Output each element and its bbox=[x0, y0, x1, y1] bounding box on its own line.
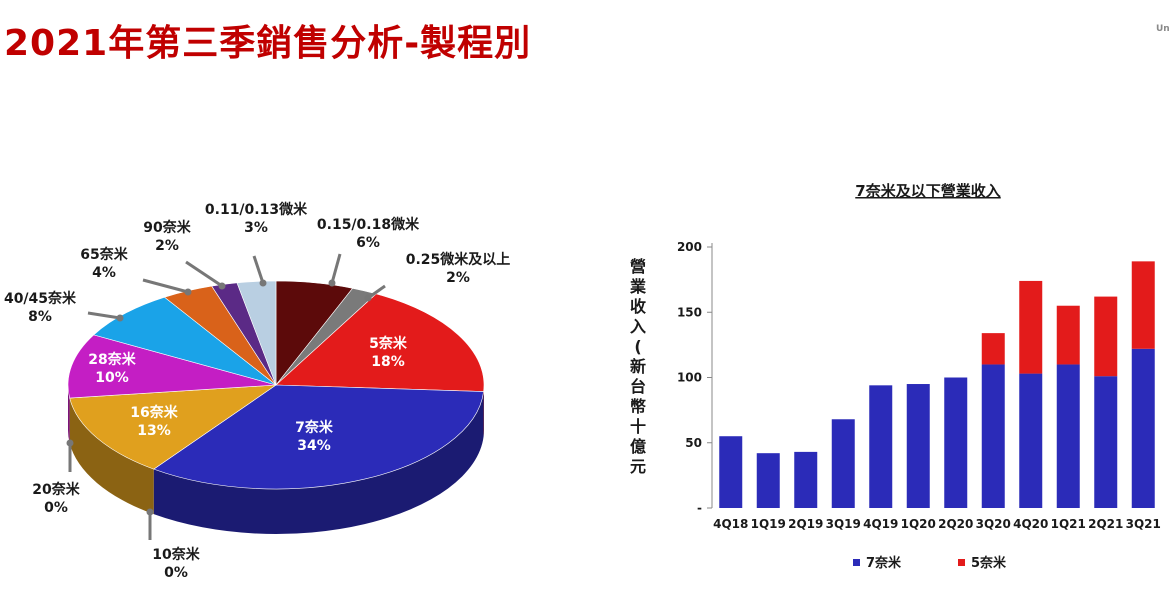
pie-label-percent: 0% bbox=[44, 500, 68, 516]
pie-label-percent: 2% bbox=[155, 238, 179, 254]
bar-chart-title: 7奈米及以下營業收入 bbox=[855, 182, 1000, 200]
bar-7奈米-1Q20 bbox=[906, 384, 930, 508]
pie-slice-7奈米 bbox=[153, 384, 484, 490]
pie-slice-16奈米 bbox=[69, 384, 278, 470]
bar-7奈米-2Q20 bbox=[944, 377, 968, 508]
bar-5奈米-3Q21 bbox=[1131, 261, 1155, 349]
legend-swatch bbox=[853, 559, 860, 566]
bar-y-tick-label: 100 bbox=[677, 371, 702, 385]
pie-leader-dot bbox=[259, 279, 267, 287]
pie-label-name: 0.11/0.13微米 bbox=[205, 201, 308, 218]
bar-7奈米-4Q20 bbox=[1019, 373, 1043, 508]
bar-7奈米-3Q19 bbox=[831, 419, 855, 508]
pie-label-percent: 13% bbox=[137, 423, 171, 439]
bar-x-tick-label: 1Q19 bbox=[751, 517, 786, 531]
bar-5奈米-3Q20 bbox=[981, 333, 1005, 365]
pie-side-28奈米 bbox=[68, 385, 70, 444]
pie-label-percent: 34% bbox=[297, 438, 331, 454]
pie-leader-line bbox=[185, 260, 223, 288]
pie-side-7奈米 bbox=[153, 391, 484, 534]
pie-label-percent: 3% bbox=[244, 220, 268, 236]
pie-side-16奈米 bbox=[69, 398, 154, 515]
bar-7奈米-3Q21 bbox=[1131, 348, 1155, 508]
pie-leader-line bbox=[252, 255, 265, 284]
process-pie-chart: 0.15/0.18微米 6% 0.25微米及以上 2% 5奈米 18% 7奈米 34% 10奈米… bbox=[4, 201, 510, 581]
bar-5奈米-4Q20 bbox=[1019, 280, 1043, 374]
pie-label-name: 10奈米 bbox=[152, 546, 200, 563]
bar-y-tick-label: 50 bbox=[685, 436, 702, 450]
bar-x-tick-label: 1Q20 bbox=[901, 517, 936, 531]
bar-7奈米-4Q19 bbox=[869, 385, 893, 508]
pie-label-name: 16奈米 bbox=[130, 404, 178, 421]
bar-legend: 7奈米 5奈米 bbox=[853, 555, 1007, 571]
bar-y-tick-label: 150 bbox=[677, 305, 702, 319]
bar-y-tick-label: - bbox=[697, 501, 702, 515]
page-title: 2021年第三季銷售分析-製程別 bbox=[4, 23, 532, 64]
pie-label-percent: 18% bbox=[371, 354, 405, 370]
pie-leader-line bbox=[142, 278, 189, 294]
pie-label-percent: 6% bbox=[356, 235, 380, 251]
corner-logo-text: Un bbox=[1156, 24, 1170, 34]
pie-leader-dot bbox=[116, 314, 124, 322]
pie-leader-line bbox=[87, 311, 121, 320]
pie-label-name: 0.25微米及以上 bbox=[406, 251, 511, 268]
pie-label-name: 7奈米 bbox=[295, 419, 334, 436]
bar-7奈米-4Q18 bbox=[719, 436, 743, 508]
bar-x-tick-label: 4Q20 bbox=[1013, 517, 1048, 531]
pie-side-walls bbox=[68, 385, 484, 534]
pie-label-percent: 0% bbox=[164, 565, 188, 581]
pie-slice-5奈米 bbox=[275, 293, 485, 392]
pie-leader-dot bbox=[364, 294, 372, 302]
bar-5奈米-2Q21 bbox=[1094, 296, 1118, 377]
bar-7奈米-1Q21 bbox=[1056, 364, 1080, 508]
pie-label-name: 90奈米 bbox=[143, 219, 191, 236]
pie-slice-28奈米 bbox=[67, 334, 277, 399]
pie-label-percent: 10% bbox=[95, 370, 129, 386]
pie-label-name: 20奈米 bbox=[32, 481, 80, 498]
pie-labels: 0.15/0.18微米 6% 0.25微米及以上 2% 5奈米 18% 7奈米 34% 10奈米… bbox=[4, 201, 510, 581]
pie-slice-0.11/0.13微米 bbox=[236, 280, 277, 386]
bar-x-tick-label: 2Q19 bbox=[788, 517, 823, 531]
pie-leader-dot bbox=[328, 279, 336, 287]
pie-label-name: 40/45奈米 bbox=[4, 290, 77, 307]
bar-x-tick-label: 3Q19 bbox=[826, 517, 861, 531]
pie-label-percent: 4% bbox=[92, 265, 116, 281]
pie-leader-dot bbox=[146, 508, 154, 516]
bar-y-tick-label: 200 bbox=[677, 240, 702, 254]
bar-y-axis-label: 營業收入(新台幣十億元 bbox=[629, 257, 647, 476]
legend-swatch bbox=[958, 559, 965, 566]
bar-x-tick-label: 2Q21 bbox=[1088, 517, 1123, 531]
pie-label-name: 65奈米 bbox=[80, 246, 128, 263]
bar-x-tick-label: 3Q21 bbox=[1126, 517, 1161, 531]
bar-7奈米-2Q21 bbox=[1094, 376, 1118, 508]
legend-label: 7奈米 bbox=[866, 555, 902, 571]
pie-leader-line bbox=[330, 253, 342, 284]
bar-x-tick-label: 4Q19 bbox=[863, 517, 898, 531]
pie-leader-dot bbox=[66, 439, 74, 447]
pie-label-name: 5奈米 bbox=[369, 335, 408, 352]
pie-leader-dot bbox=[218, 282, 226, 290]
bar-x-tick-label: 4Q18 bbox=[713, 517, 748, 531]
pie-label-percent: 2% bbox=[446, 270, 470, 286]
pie-label-percent: 8% bbox=[28, 309, 52, 325]
pie-leader-dot bbox=[184, 288, 192, 296]
legend-label: 5奈米 bbox=[971, 555, 1007, 571]
bar-x-tick-label: 1Q21 bbox=[1051, 517, 1086, 531]
bar-x-tick-label: 2Q20 bbox=[938, 517, 973, 531]
bar-7奈米-3Q20 bbox=[981, 364, 1005, 508]
bar-5奈米-1Q21 bbox=[1056, 305, 1080, 365]
pie-label-name: 28奈米 bbox=[88, 351, 136, 368]
bar-x-tick-label: 3Q20 bbox=[976, 517, 1011, 531]
pie-slice-40/45奈米 bbox=[93, 296, 277, 386]
bar-7奈米-1Q19 bbox=[756, 453, 780, 508]
bar-7奈米-2Q19 bbox=[794, 451, 818, 508]
pie-label-name: 0.15/0.18微米 bbox=[317, 216, 420, 233]
pie-top bbox=[67, 280, 485, 490]
